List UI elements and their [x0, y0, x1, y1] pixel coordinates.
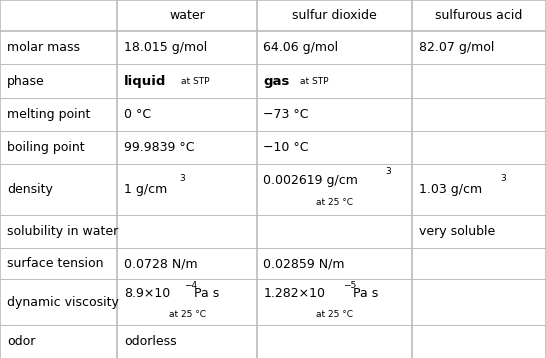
Text: water: water	[169, 9, 205, 22]
Text: 8.9×10: 8.9×10	[124, 287, 170, 300]
Text: sulfur dioxide: sulfur dioxide	[292, 9, 377, 22]
Text: liquid: liquid	[124, 75, 167, 88]
Text: 82.07 g/mol: 82.07 g/mol	[419, 41, 494, 54]
Text: at 25 °C: at 25 °C	[169, 310, 205, 319]
Text: odorless: odorless	[124, 335, 176, 348]
Text: 1.282×10: 1.282×10	[263, 287, 325, 300]
Text: surface tension: surface tension	[7, 257, 104, 270]
Text: 1 g/cm: 1 g/cm	[124, 183, 167, 196]
Text: phase: phase	[7, 75, 45, 88]
Text: 3: 3	[500, 174, 506, 183]
Text: melting point: melting point	[7, 108, 91, 121]
Text: 3: 3	[180, 174, 186, 183]
Text: −4: −4	[183, 281, 197, 290]
Text: −10 °C: −10 °C	[263, 141, 308, 154]
Text: 3: 3	[385, 166, 391, 175]
Text: solubility in water: solubility in water	[7, 225, 118, 238]
Text: −73 °C: −73 °C	[263, 108, 308, 121]
Text: 64.06 g/mol: 64.06 g/mol	[263, 41, 339, 54]
Text: 0.0728 N/m: 0.0728 N/m	[124, 257, 198, 270]
Text: at STP: at STP	[300, 77, 329, 86]
Text: odor: odor	[7, 335, 35, 348]
Text: very soluble: very soluble	[419, 225, 495, 238]
Text: at 25 °C: at 25 °C	[316, 310, 353, 319]
Text: 0 °C: 0 °C	[124, 108, 151, 121]
Text: 1.03 g/cm: 1.03 g/cm	[419, 183, 482, 196]
Text: 0.002619 g/cm: 0.002619 g/cm	[263, 174, 358, 187]
Text: boiling point: boiling point	[7, 141, 85, 154]
Text: gas: gas	[263, 75, 289, 88]
Text: density: density	[7, 183, 53, 196]
Text: Pa s: Pa s	[189, 287, 219, 300]
Text: 0.02859 N/m: 0.02859 N/m	[263, 257, 345, 270]
Text: 18.015 g/mol: 18.015 g/mol	[124, 41, 207, 54]
Text: sulfurous acid: sulfurous acid	[435, 9, 523, 22]
Text: molar mass: molar mass	[7, 41, 80, 54]
Text: Pa s: Pa s	[349, 287, 378, 300]
Text: 99.9839 °C: 99.9839 °C	[124, 141, 194, 154]
Text: at 25 °C: at 25 °C	[316, 198, 353, 207]
Text: at STP: at STP	[181, 77, 210, 86]
Text: dynamic viscosity: dynamic viscosity	[7, 296, 119, 309]
Text: −5: −5	[343, 281, 357, 290]
